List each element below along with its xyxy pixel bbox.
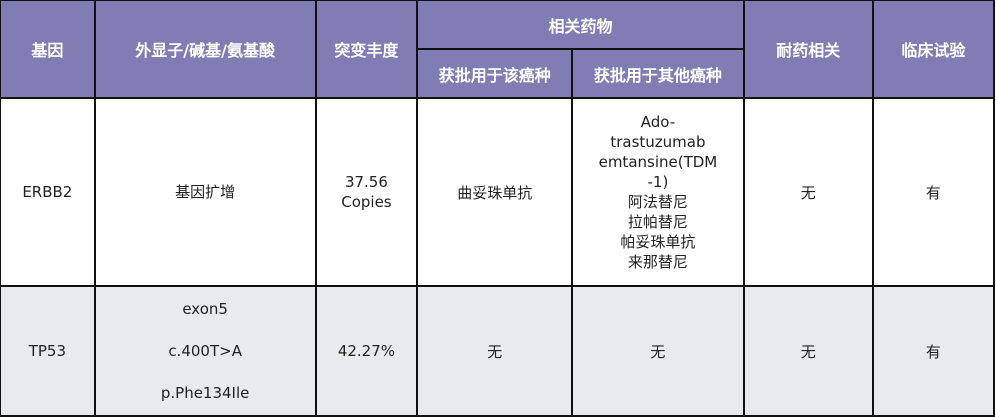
drug-line: 拉帕替尼: [627, 213, 688, 231]
cell-approved-other: Ado- trastuzumab emtansine(TDM -1) 阿法替尼 …: [571, 97, 745, 287]
drug-line: Ado-: [640, 113, 676, 131]
drug-line: trastuzumab: [610, 133, 706, 151]
cell-approved-this: 无: [416, 285, 574, 417]
cell-trial: 有: [871, 97, 996, 287]
cell-gene: ERBB2: [0, 97, 96, 287]
exon-line: 基因扩增: [175, 183, 236, 201]
header-approved-this: 获批用于该癌种: [416, 48, 574, 99]
exon-line: c.400T>A: [168, 342, 242, 360]
header-resistance: 耐药相关: [742, 0, 874, 99]
cell-resistance: 无: [742, 285, 874, 417]
exon-line: exon5: [182, 300, 228, 318]
table-row: TP53 exon5 c.400T>A p.Phe134Ile 42.27% 无…: [0, 285, 996, 417]
header-abundance: 突变丰度: [314, 0, 419, 99]
header-gene: 基因: [0, 0, 96, 99]
cell-trial: 有: [871, 285, 996, 417]
cell-approved-this: 曲妥珠单抗: [416, 97, 574, 287]
header-approved-other: 获批用于其他癌种: [571, 48, 745, 99]
exon-line: p.Phe134Ile: [160, 384, 250, 402]
drug-line: 帕妥珠单抗: [620, 233, 696, 251]
header-exon: 外显子/碱基/氨基酸: [93, 0, 317, 99]
drug-line: 阿法替尼: [627, 193, 688, 211]
cell-abundance: 37.56 Copies: [314, 97, 419, 287]
abundance-line: Copies: [341, 193, 392, 211]
table-row: ERBB2 基因扩增 37.56 Copies 曲妥珠单抗 Ado- trastu…: [0, 97, 996, 287]
header-trial: 临床试验: [871, 0, 996, 99]
cell-abundance: 42.27%: [314, 285, 419, 417]
header-drugs: 相关药物: [416, 0, 745, 50]
abundance-line: 37.56: [344, 173, 388, 191]
drug-line: -1): [647, 173, 669, 191]
cell-gene: TP53: [0, 285, 96, 417]
cell-exon: 基因扩增: [93, 97, 317, 287]
cell-approved-other: 无: [571, 285, 745, 417]
cell-exon: exon5 c.400T>A p.Phe134Ile: [93, 285, 317, 417]
cell-resistance: 无: [742, 97, 874, 287]
drug-line: emtansine(TDM: [598, 153, 718, 171]
drug-line: 来那替尼: [627, 253, 688, 271]
